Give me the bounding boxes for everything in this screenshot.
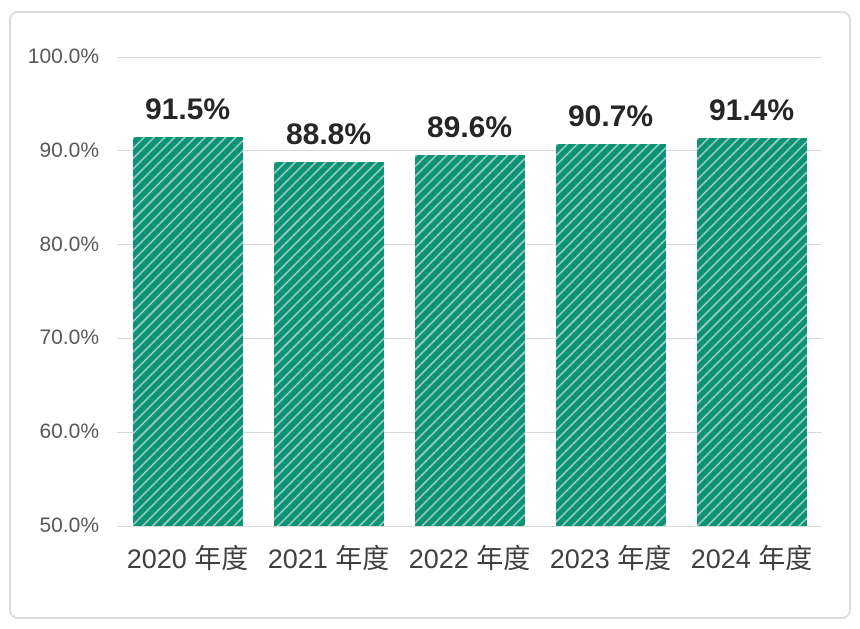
chart-card [9,11,851,619]
